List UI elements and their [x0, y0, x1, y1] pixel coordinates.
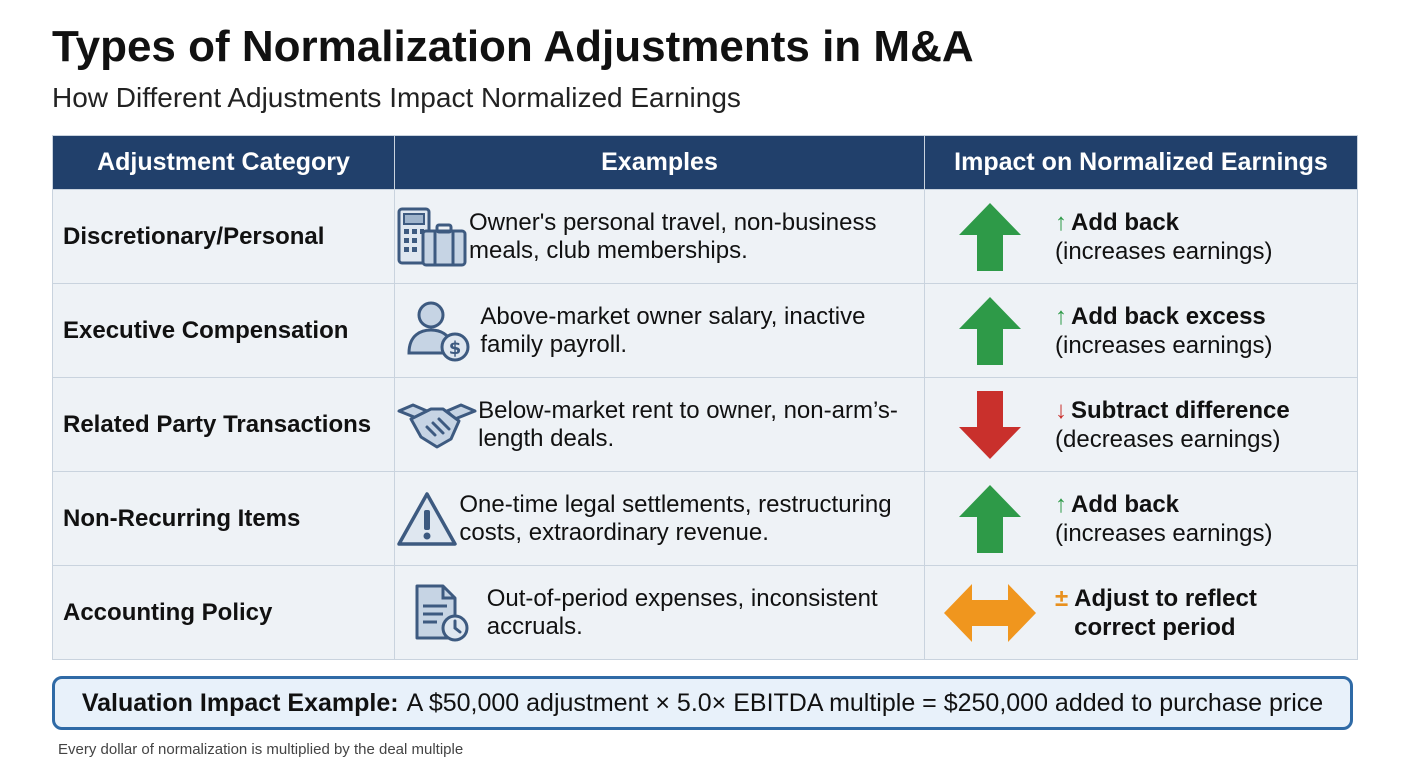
- down-arrow-icon: [925, 389, 1055, 461]
- examples-cell: Out-of-period expenses, inconsistent acc…: [394, 565, 925, 660]
- impact-cell: ↓ Subtract difference (decreases earnings…: [924, 377, 1358, 472]
- up-arrow-icon: [925, 201, 1055, 273]
- examples-text: One-time legal settlements, restructurin…: [459, 490, 892, 546]
- impact-cell: ↑ Add back (increases earnings): [924, 471, 1358, 566]
- impact-label: Add back: [1071, 208, 1180, 236]
- category-cell: Executive Compensation: [52, 283, 395, 378]
- header-examples: Examples: [394, 135, 925, 190]
- category-cell: Accounting Policy: [52, 565, 395, 660]
- impact-note: (increases earnings): [1055, 331, 1273, 359]
- page-title: Types of Normalization Adjustments in M&…: [52, 22, 974, 71]
- impact-cell: ↑ Add back (increases earnings): [924, 189, 1358, 284]
- examples-text: Below-market rent to owner, non-arm’s-le…: [478, 396, 898, 452]
- table-row: Accounting Policy Out: [52, 565, 1358, 660]
- warning-icon: [395, 490, 459, 548]
- examples-text: Above-market owner salary, inactive fami…: [480, 302, 866, 358]
- impact-symbol: ↑: [1055, 208, 1067, 236]
- impact-symbol: ↑: [1055, 302, 1067, 330]
- handshake-icon: [395, 397, 478, 453]
- table-row: Executive Compensation $ Above-market ow…: [52, 283, 1358, 378]
- table-header-row: Adjustment Category Examples Impact on N…: [52, 135, 1358, 190]
- impact-note: (decreases earnings): [1055, 425, 1281, 453]
- header-category: Adjustment Category: [52, 135, 395, 190]
- category-cell: Non-Recurring Items: [52, 471, 395, 566]
- up-arrow-icon: [925, 295, 1055, 367]
- impact-note: (increases earnings): [1055, 519, 1273, 547]
- examples-text: Owner's personal travel, non-business me…: [469, 208, 877, 264]
- page-subtitle: How Different Adjustments Impact Normali…: [52, 82, 741, 113]
- examples-cell: One-time legal settlements, restructurin…: [394, 471, 925, 566]
- valuation-callout: Valuation Impact Example: A $50,000 adju…: [52, 676, 1353, 730]
- impact-cell: ↑ Add back excess (increases earnings): [924, 283, 1358, 378]
- impact-note: (increases earnings): [1055, 237, 1273, 265]
- adjustments-table: Adjustment Category Examples Impact on N…: [52, 135, 1358, 660]
- examples-text: Out-of-period expenses, inconsistent acc…: [486, 584, 878, 640]
- header-impact: Impact on Normalized Earnings: [924, 135, 1358, 190]
- table-row: Discretionary/Personal: [52, 189, 1358, 284]
- impact-symbol: ↑: [1055, 490, 1067, 518]
- examples-cell: Below-market rent to owner, non-arm’s-le…: [394, 377, 925, 472]
- double-arrow-icon: [925, 582, 1055, 644]
- footnote: Every dollar of normalization is multipl…: [58, 741, 464, 758]
- up-arrow-icon: [925, 483, 1055, 555]
- callout-text: A $50,000 adjustment × 5.0× EBITDA multi…: [406, 688, 1324, 717]
- impact-symbol: ↓: [1055, 396, 1067, 424]
- impact-cell: ± Adjust to reflect correct period: [924, 565, 1358, 660]
- category-cell: Related Party Transactions: [52, 377, 395, 472]
- table-row: Related Party Transactions Below-market …: [52, 377, 1358, 472]
- calculator-briefcase-icon: [395, 205, 469, 269]
- svg-text:$: $: [448, 338, 461, 359]
- document-clock-icon: [395, 582, 487, 644]
- examples-cell: $ Above-market owner salary, inactive fa…: [394, 283, 925, 378]
- impact-symbol: ±: [1055, 584, 1069, 612]
- impact-label: Add back: [1071, 490, 1180, 518]
- impact-label: Adjust to reflect correct period: [1074, 584, 1257, 641]
- impact-label: Add back excess: [1071, 302, 1266, 330]
- category-cell: Discretionary/Personal: [52, 189, 395, 284]
- person-dollar-icon: $: [395, 299, 480, 363]
- table-row: Non-Recurring Items One-time legal settl…: [52, 471, 1358, 566]
- examples-cell: Owner's personal travel, non-business me…: [394, 189, 925, 284]
- callout-label: Valuation Impact Example:: [81, 688, 399, 717]
- impact-label: Subtract difference: [1071, 396, 1290, 424]
